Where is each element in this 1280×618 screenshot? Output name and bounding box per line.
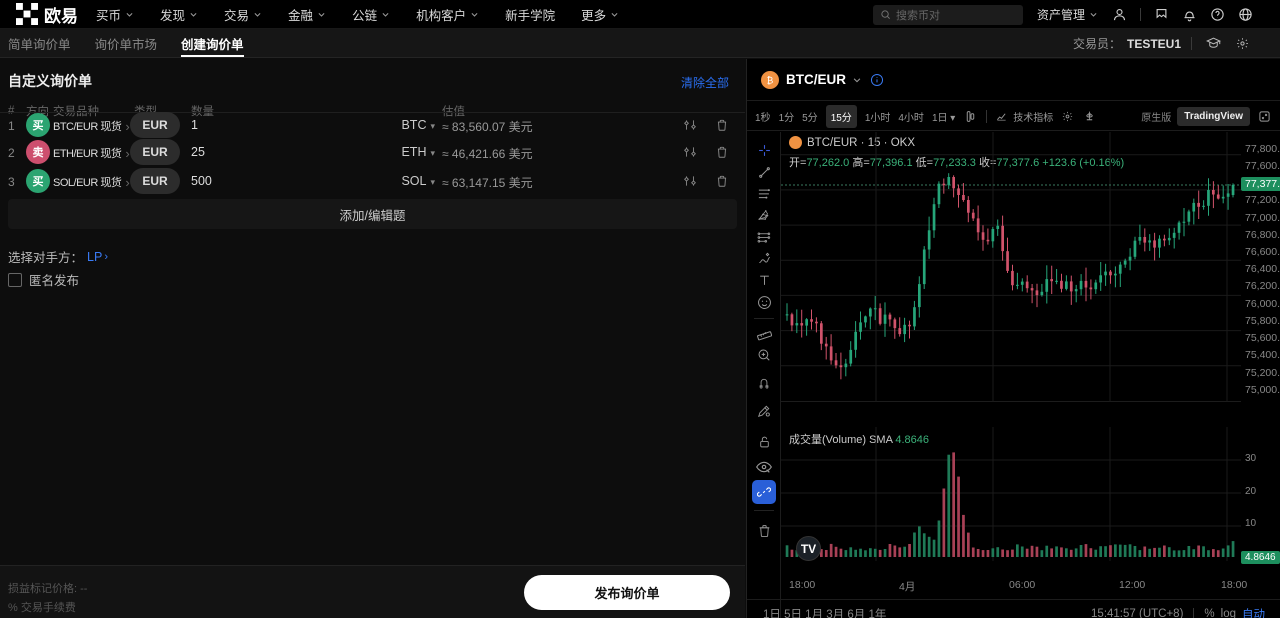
svg-text:₿: ₿ <box>767 75 774 85</box>
